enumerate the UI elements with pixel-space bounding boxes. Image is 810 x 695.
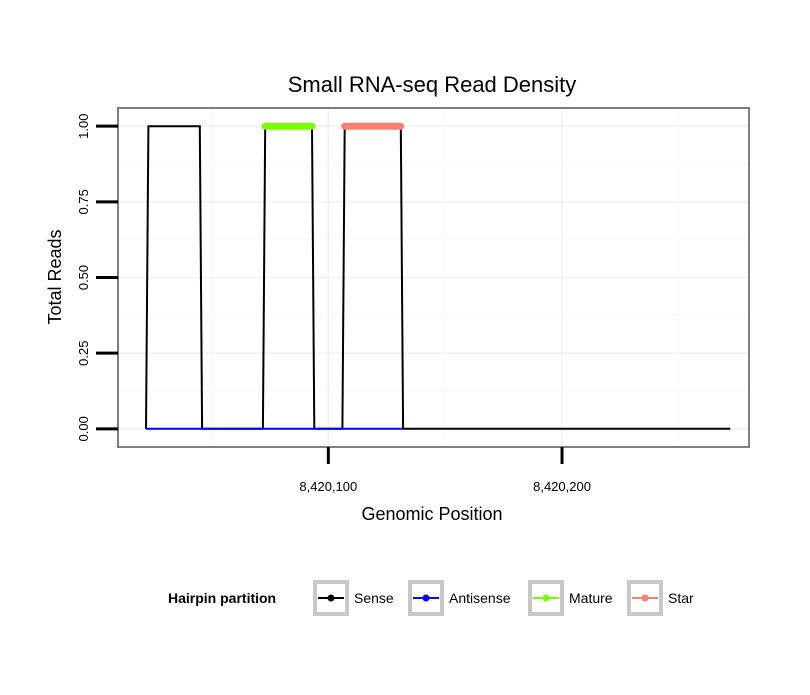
series-lines	[145, 122, 731, 430]
legend-key-point	[422, 594, 430, 602]
y-tick-label: 0.50	[76, 265, 91, 290]
y-tick-label: 1.00	[76, 114, 91, 139]
legend-key-point	[327, 594, 335, 602]
legend-label: Star	[668, 590, 694, 606]
y-tick-label: 0.75	[76, 189, 91, 214]
y-tick-label: 0.00	[76, 416, 91, 441]
legend-label: Sense	[354, 590, 394, 606]
legend-title: Hairpin partition	[168, 590, 276, 606]
legend-item-sense: Sense	[313, 580, 394, 616]
x-tick-label: 8,420,100	[299, 479, 357, 494]
y-axis-title: Total Reads	[45, 229, 65, 324]
chart-title: Small RNA-seq Read Density	[288, 72, 577, 97]
legend-key-point	[542, 594, 550, 602]
grid	[118, 108, 749, 447]
x-tick-label: 8,420,200	[533, 479, 591, 494]
legend-item-mature: Mature	[528, 580, 613, 616]
legend-item-star: Star	[627, 580, 694, 616]
legend-key-point	[641, 594, 649, 602]
legend-label: Mature	[569, 590, 613, 606]
y-tick-label: 0.25	[76, 341, 91, 366]
x-axis-title: Genomic Position	[361, 504, 502, 524]
legend-item-antisense: Antisense	[408, 580, 511, 616]
axes: 8,420,100 8,420,200 0.00 0.25 0.50 0.75 1.00	[76, 114, 591, 494]
legend-label: Antisense	[449, 590, 511, 606]
legend: Hairpin partition Sense Antisense Mature St…	[168, 580, 694, 616]
